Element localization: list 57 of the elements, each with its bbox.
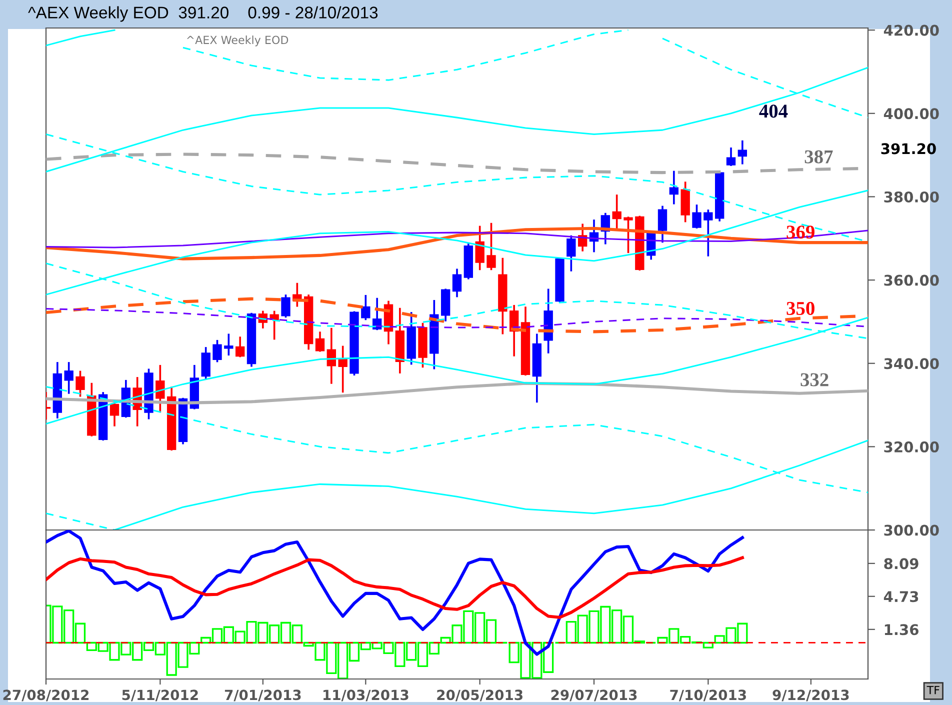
y-tick-label: 360.00 — [884, 274, 939, 286]
candlestick — [704, 210, 713, 256]
text: ^AEX Weekly EOD — [186, 36, 288, 46]
candlestick — [669, 170, 679, 204]
chart-title: ^AEX Weekly EOD 391.20 0.99 - 28/10/2013 — [28, 6, 378, 22]
y-tick-label: 1.36 — [884, 624, 918, 636]
y-tick-label: 4.73 — [884, 591, 918, 602]
y-tick-label: 420.00 — [884, 24, 939, 36]
x-tick-label: 7/01/2013 — [224, 690, 301, 702]
candlestick — [224, 334, 234, 356]
x-tick-label: 9/12/2013 — [772, 690, 849, 702]
text: TF — [926, 686, 940, 694]
y-tick-label: 300.00 — [884, 524, 939, 536]
line-series — [46, 226, 868, 260]
annotation: 350 — [786, 302, 814, 315]
line-series — [182, 29, 630, 81]
candlestick — [726, 147, 736, 166]
candlestick — [281, 294, 290, 318]
candlestick — [738, 140, 748, 164]
candlestick — [486, 222, 496, 270]
text: 391.20 — [881, 143, 936, 154]
y-tick-label: 400.00 — [884, 108, 939, 120]
line-series — [46, 530, 744, 656]
x-tick-label: 27/08/2012 — [3, 690, 89, 702]
y-tick-label: 320.00 — [884, 441, 939, 452]
line-series — [46, 556, 744, 619]
candlestick — [361, 294, 370, 320]
x-tick-label: 20/05/2013 — [437, 690, 522, 702]
line-series — [46, 297, 868, 334]
candlestick — [692, 204, 702, 228]
candlestick — [624, 216, 633, 254]
x-tick-label: 29/07/2013 — [551, 690, 637, 702]
candlestick — [201, 347, 210, 380]
candlestick — [76, 370, 85, 397]
candlestick — [566, 235, 576, 272]
candlestick — [235, 336, 245, 358]
annotation: 332 — [800, 373, 828, 386]
candlestick — [110, 401, 120, 426]
candlestick — [658, 206, 668, 243]
candlestick — [475, 226, 484, 270]
x-tick-label: 7/10/2013 — [670, 690, 746, 702]
bar — [702, 642, 714, 648]
x-tick-label: 11/03/2013 — [324, 690, 408, 702]
y-tick-label: 340.00 — [884, 358, 939, 370]
annotation: 369 — [786, 226, 814, 239]
candlestick — [156, 364, 165, 413]
candlestick — [452, 268, 462, 298]
candlestick — [612, 194, 622, 229]
candlestick — [64, 362, 74, 394]
candlestick — [315, 332, 325, 352]
candlestick — [338, 346, 348, 393]
x-tick-label: 5/11/2012 — [122, 690, 198, 702]
annotation: 404 — [759, 104, 788, 118]
candlestick — [212, 340, 222, 362]
y-tick-label: 8.09 — [884, 558, 918, 570]
annotation: 387 — [804, 150, 833, 164]
y-tick-label: 380.00 — [884, 191, 939, 202]
